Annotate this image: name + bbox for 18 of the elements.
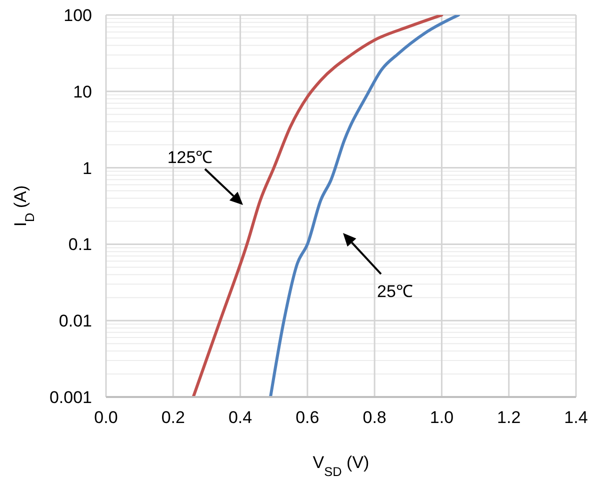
x-tick-label: 1.2: [497, 408, 521, 428]
annotation: 25℃: [377, 282, 413, 301]
y-tick-label: 10: [73, 82, 92, 102]
x-axis-title: V$_{SD}$ (V): [312, 453, 370, 478]
x-tick-label: 0.6: [296, 408, 320, 428]
line-series: [269, 15, 460, 397]
y-tick-label: 0.1: [68, 235, 92, 254]
x-tick-label: 0.0: [94, 408, 118, 428]
y-tick-label: 0.001: [49, 388, 92, 408]
y-tick-label: 100: [64, 6, 92, 26]
x-tick-label: 0.8: [362, 408, 386, 428]
x-tick-label: 1.0: [430, 408, 454, 428]
y-tick-label: 0.01: [58, 312, 92, 331]
annotation: 125℃: [167, 148, 213, 167]
y-tick-label: 1: [82, 158, 92, 178]
x-tick-label: 0.4: [228, 408, 252, 428]
x-tick-label: 0.2: [161, 408, 185, 428]
x-tick-label: 1.4: [564, 408, 588, 428]
